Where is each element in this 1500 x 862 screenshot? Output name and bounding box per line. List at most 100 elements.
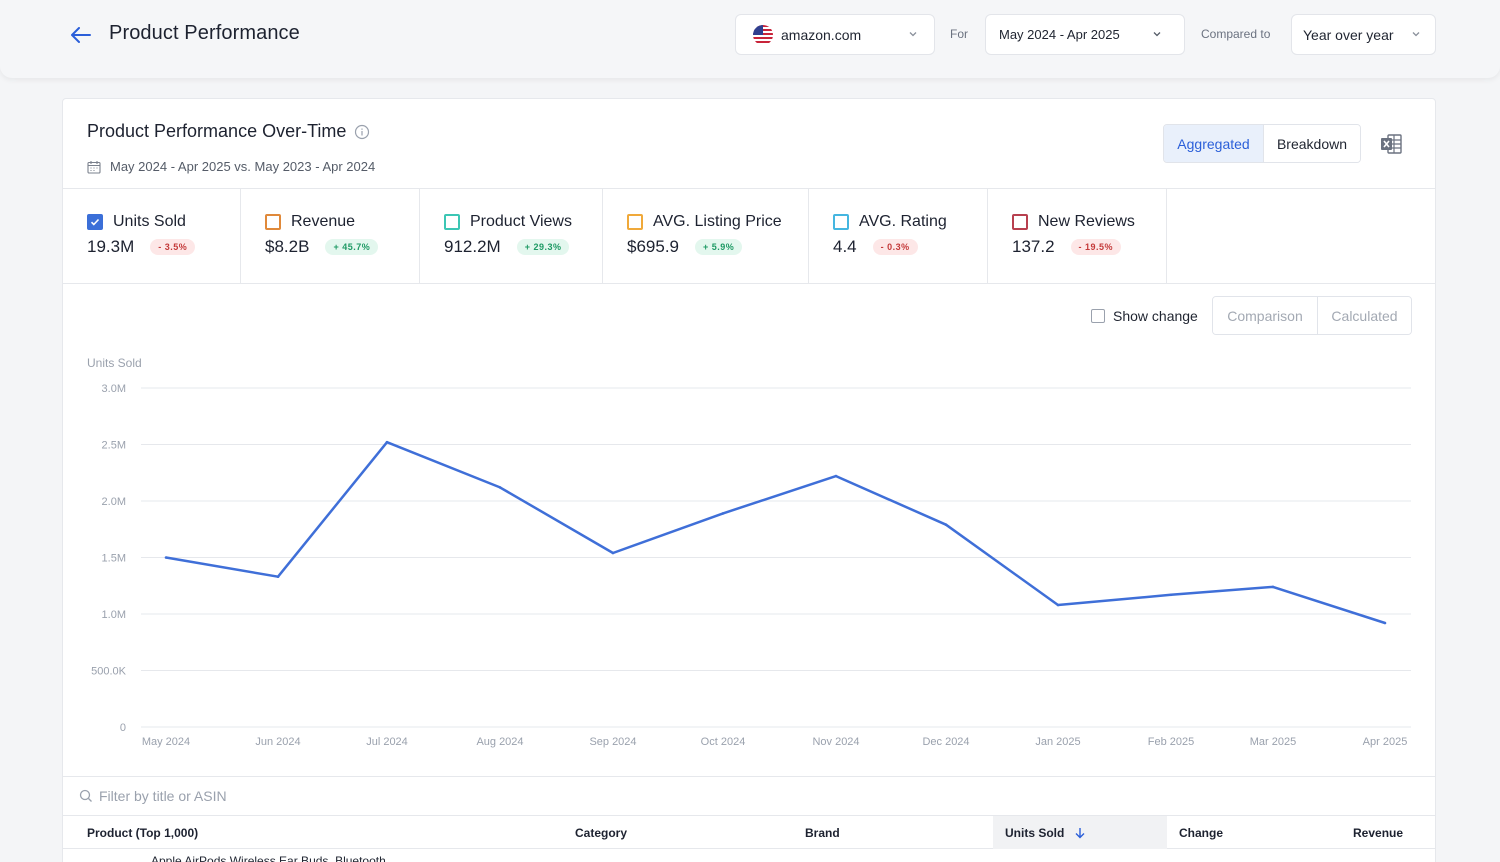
page-title: Product Performance xyxy=(109,22,300,44)
metric-checkbox[interactable] xyxy=(627,214,643,230)
calendar-icon xyxy=(87,160,101,174)
date-range-text: May 2024 - Apr 2025 vs. May 2023 - Apr 2… xyxy=(110,159,376,174)
x-tick-label: Nov 2024 xyxy=(812,736,859,748)
column-revenue[interactable]: Revenue xyxy=(1353,825,1404,840)
data-point xyxy=(944,523,948,526)
x-tick-label: Jan 2025 xyxy=(1035,736,1080,748)
show-change-checkbox[interactable]: Show change xyxy=(1091,308,1198,324)
metric-tile[interactable]: Units Sold 19.3M - 3.5% xyxy=(63,189,241,283)
metric-label: AVG. Rating xyxy=(859,213,947,230)
x-tick-label: Mar 2025 xyxy=(1250,736,1296,748)
metric-values: 4.4 - 0.3% xyxy=(833,237,987,257)
metric-value: 912.2M xyxy=(444,237,501,256)
x-tick-label: May 2024 xyxy=(142,736,190,748)
for-label: For xyxy=(950,27,968,41)
y-tick-label: 2.0M xyxy=(102,496,126,508)
arrow-left-icon xyxy=(71,27,91,43)
data-point xyxy=(611,551,615,555)
metric-label: Revenue xyxy=(291,213,356,230)
metric-values: 137.2 - 19.5% xyxy=(1012,237,1166,257)
metric-label: Units Sold xyxy=(113,213,186,230)
column-change[interactable]: Change xyxy=(1179,825,1224,840)
data-point xyxy=(721,512,725,515)
x-tick-label: Dec 2024 xyxy=(922,736,969,748)
check-icon xyxy=(90,218,100,226)
data-point xyxy=(164,556,168,559)
metric-values: $695.9 + 5.9% xyxy=(627,237,808,257)
metric-change-badge: + 5.9% xyxy=(695,239,743,255)
comparison-mode-button[interactable]: Comparison xyxy=(1213,297,1318,334)
x-tick-label: Oct 2024 xyxy=(701,736,746,748)
metric-value: 4.4 xyxy=(833,237,857,256)
y-tick-label: 500.0K xyxy=(91,666,127,678)
metric-value: $8.2B xyxy=(265,237,310,256)
x-tick-label: Jun 2024 xyxy=(255,736,300,748)
metric-change-badge: - 19.5% xyxy=(1070,239,1122,255)
y-tick-label: 3.0M xyxy=(102,383,126,395)
table-row-partial[interactable]: Apple AirPods Wireless Ear Buds, Bluetoo… xyxy=(151,854,386,862)
sort-down-icon xyxy=(1075,827,1085,838)
breakdown-button[interactable]: Breakdown xyxy=(1264,125,1360,162)
compared-label: Compared to xyxy=(1201,27,1271,41)
marketplace-select[interactable]: amazon.com xyxy=(735,14,935,55)
metric-checkbox[interactable] xyxy=(444,214,460,230)
units-sold-line-chart: Units Sold 0 500.0K 1.0M 1.5M 2.0M 2.5M 3.0M May… xyxy=(87,356,1411,748)
metric-tile[interactable]: New Reviews 137.2 - 19.5% xyxy=(988,189,1167,283)
series-line-units-sold xyxy=(165,440,1386,625)
y-tick-label: 1.0M xyxy=(102,609,126,621)
metric-tile[interactable]: Product Views 912.2M + 29.3% xyxy=(420,189,603,283)
info-icon[interactable] xyxy=(354,124,370,140)
metric-tile[interactable]: Revenue $8.2B + 45.7% xyxy=(241,189,420,283)
metric-label: AVG. Listing Price xyxy=(653,213,782,230)
date-range-line: May 2024 - Apr 2025 vs. May 2023 - Apr 2… xyxy=(87,159,375,174)
metric-change-badge: - 0.3% xyxy=(872,239,918,255)
metric-header: Units Sold xyxy=(87,213,240,231)
filter-input[interactable] xyxy=(99,788,499,804)
data-point xyxy=(276,575,280,578)
metric-header: New Reviews xyxy=(1012,213,1166,231)
chevron-down-icon xyxy=(909,32,917,37)
metric-header: Product Views xyxy=(444,213,602,231)
column-product[interactable]: Product (Top 1,000) xyxy=(87,825,199,840)
date-range-select[interactable]: May 2024 - Apr 2025 xyxy=(985,14,1185,55)
metric-label: Product Views xyxy=(470,213,572,230)
metric-values: 912.2M + 29.3% xyxy=(444,237,602,257)
data-point xyxy=(1383,621,1387,625)
metric-tile[interactable]: AVG. Listing Price $695.9 + 5.9% xyxy=(603,189,809,283)
metric-checkbox[interactable] xyxy=(833,214,849,230)
show-change-label: Show change xyxy=(1113,308,1198,324)
column-units-sold[interactable]: Units Sold xyxy=(993,816,1167,849)
metric-header: AVG. Listing Price xyxy=(627,213,808,231)
aggregated-button[interactable]: Aggregated xyxy=(1164,125,1264,162)
metric-checkbox[interactable] xyxy=(265,214,281,230)
metric-checkbox[interactable] xyxy=(87,214,103,230)
chevron-down-icon xyxy=(1153,32,1161,37)
calculated-mode-button[interactable]: Calculated xyxy=(1318,297,1411,334)
card-title: Product Performance Over-Time xyxy=(87,121,370,142)
column-category[interactable]: Category xyxy=(575,825,628,840)
metric-change-badge: + 45.7% xyxy=(325,239,379,255)
table-header: Product (Top 1,000) Category Brand Units… xyxy=(63,816,1435,849)
metric-checkbox[interactable] xyxy=(1012,214,1028,230)
column-units-sold-label: Units Sold xyxy=(1005,825,1065,840)
column-brand[interactable]: Brand xyxy=(805,825,840,840)
comparison-select[interactable]: Year over year xyxy=(1291,14,1436,55)
excel-export-icon[interactable] xyxy=(1379,132,1403,156)
top-bar: Product Performance amazon.com For May 2… xyxy=(0,0,1500,78)
back-button[interactable] xyxy=(66,20,96,50)
performance-card: Product Performance Over-Time May 2024 -… xyxy=(62,98,1436,862)
metric-header: Revenue xyxy=(265,213,419,231)
metric-value: 19.3M xyxy=(87,237,135,256)
x-tick-label: Jul 2024 xyxy=(366,736,408,748)
y-tick-label: 0 xyxy=(120,722,126,734)
card-title-text: Product Performance Over-Time xyxy=(87,121,347,141)
metrics-row: Units Sold 19.3M - 3.5% Revenue $8.2B + 45.7%… xyxy=(63,188,1435,284)
x-tick-label: Feb 2025 xyxy=(1148,736,1194,748)
metric-header: AVG. Rating xyxy=(833,213,987,231)
metric-value: 137.2 xyxy=(1012,237,1055,256)
metric-values: 19.3M - 3.5% xyxy=(87,237,240,257)
chevron-down-icon xyxy=(1412,32,1420,37)
view-toggle: Aggregated Breakdown xyxy=(1163,124,1361,163)
x-tick-label: Sep 2024 xyxy=(589,736,636,748)
metric-tile[interactable]: AVG. Rating 4.4 - 0.3% xyxy=(809,189,988,283)
